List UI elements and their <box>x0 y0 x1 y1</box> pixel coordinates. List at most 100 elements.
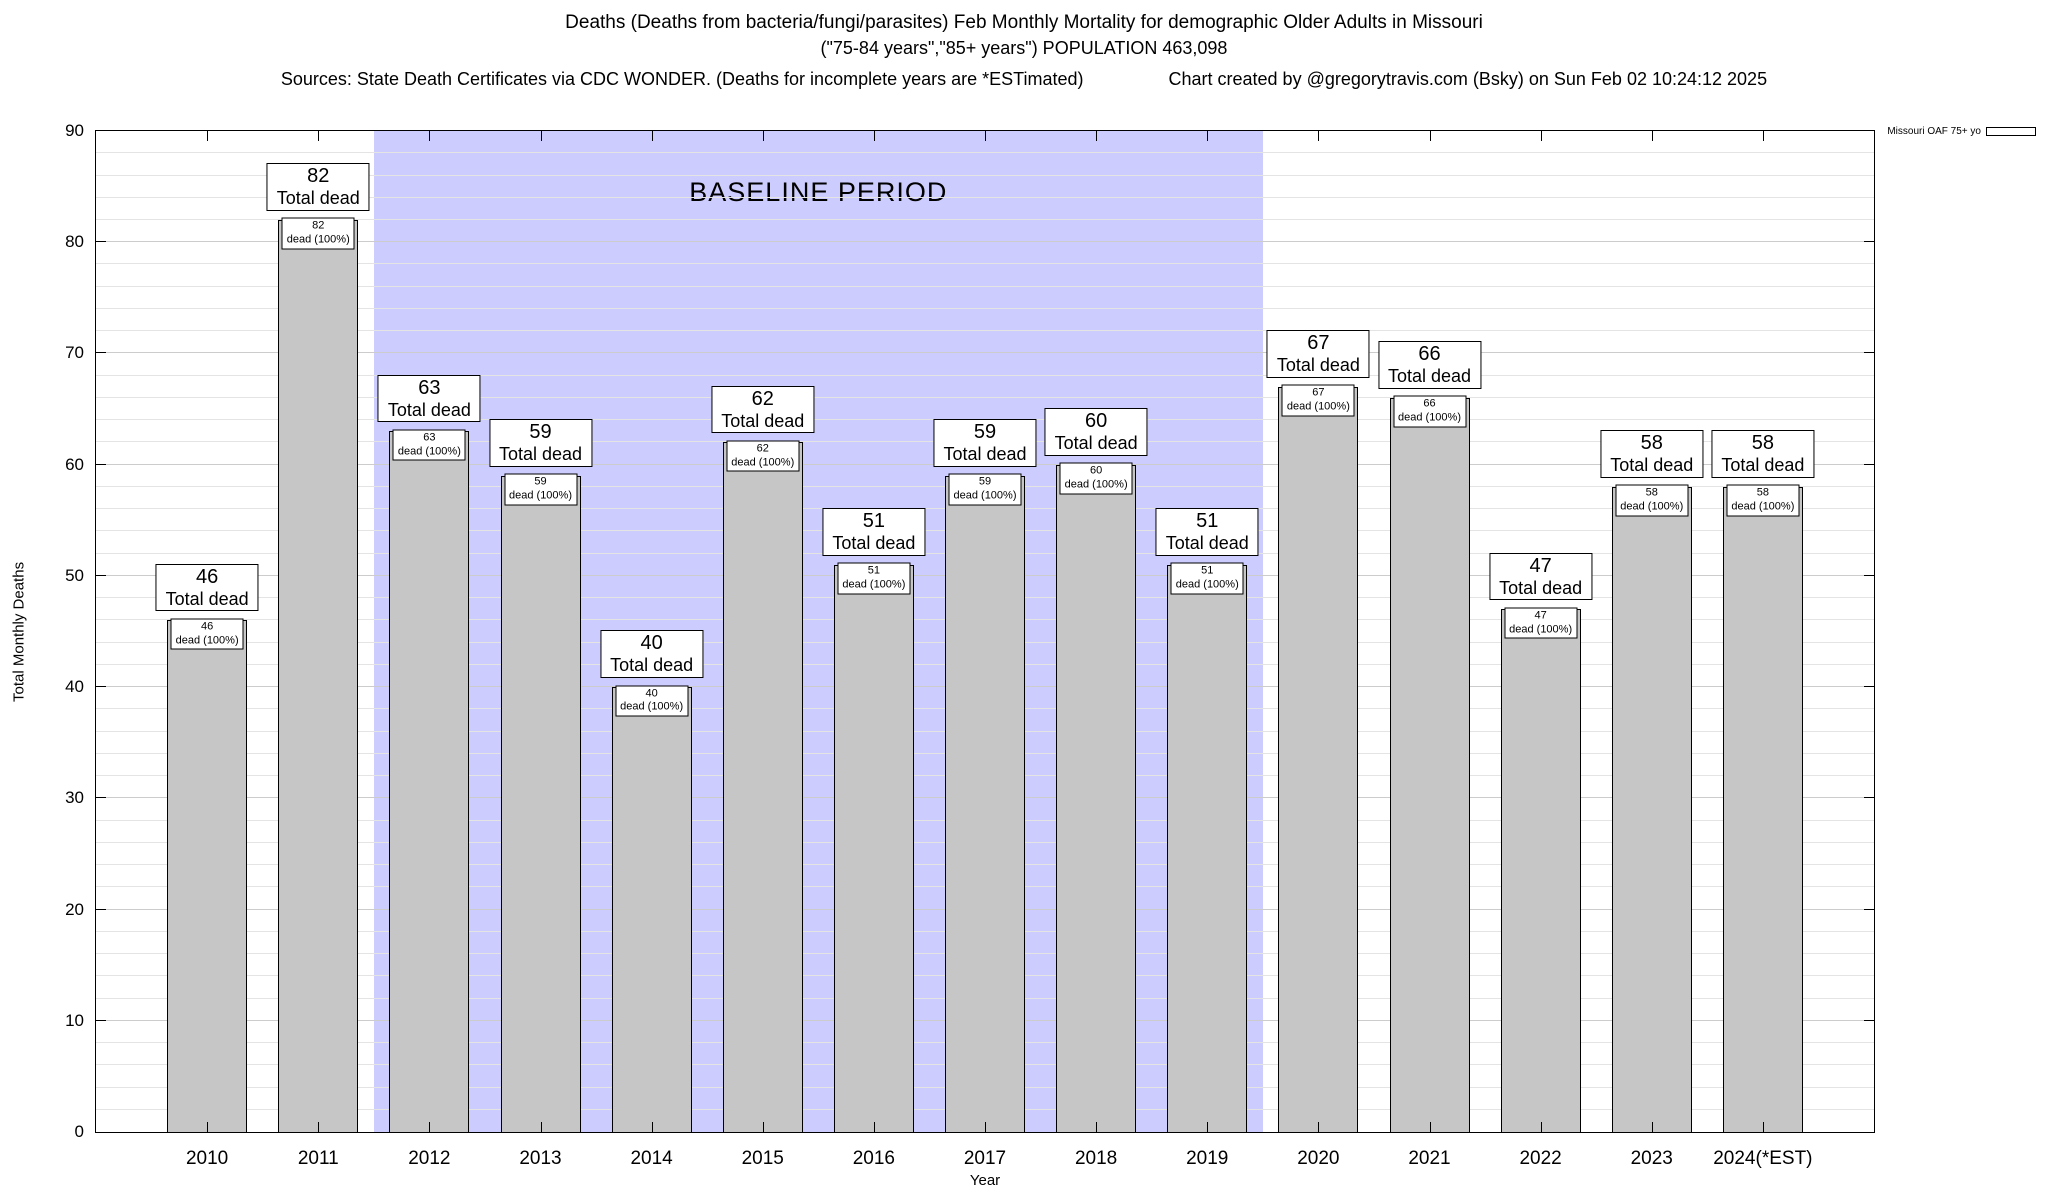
x-tick-label: 2010 <box>185 1148 229 1169</box>
x-tick-mark <box>429 1122 431 1132</box>
bar-total-value: 51 <box>1196 510 1219 533</box>
bar-group-2023: 58 dead (100%) 58 Total dead <box>1600 131 1704 1132</box>
bar-total-caption: Total dead <box>610 655 694 676</box>
x-tick-label: 2024(*EST) <box>1713 1148 1813 1169</box>
bar-group-2017: 59 dead (100%) 59 Total dead <box>933 131 1037 1132</box>
y-tick-label: 50 <box>65 565 84 585</box>
bar-value: 51 <box>1201 564 1214 577</box>
y-tick-mark <box>1864 463 1874 465</box>
bar-value-callout: 63 dead (100%) <box>392 429 466 461</box>
x-tick-mark <box>1429 131 1431 141</box>
x-tick-mark <box>1540 1122 1542 1132</box>
bar-total-label: 67 Total dead <box>1266 330 1370 378</box>
y-tick-mark <box>1864 686 1874 688</box>
x-tick-label: 2023 <box>1630 1148 1673 1169</box>
x-tick-mark <box>1096 131 1098 141</box>
bar-total-label: 62 Total dead <box>711 385 815 434</box>
x-tick-mark <box>985 131 986 141</box>
y-tick-mark <box>96 463 106 465</box>
chart-credit: Chart created by @gregorytravis.com (Bsk… <box>1168 69 1768 89</box>
x-tick-label: 2018 <box>1074 1148 1118 1169</box>
chart-sources: Sources: State Death Certificates via CD… <box>280 69 1084 89</box>
bar-value: 59 <box>534 475 547 488</box>
bar <box>1389 397 1470 1132</box>
bar-total-caption: Total dead <box>498 444 583 465</box>
bar-value-callout: 51 dead (100%) <box>837 562 911 595</box>
x-tick-mark <box>1762 131 1764 141</box>
bar-total-label: 82 Total dead <box>266 163 370 211</box>
bar-group-2015: 62 dead (100%) 62 Total dead <box>711 131 815 1132</box>
bar-total-value: 62 <box>751 387 774 410</box>
bar-group-2019: 51 dead (100%) 51 Total dead <box>1155 131 1259 1132</box>
gridline <box>96 218 1874 220</box>
bar-value-callout: 60 dead (100%) <box>1059 462 1133 495</box>
y-tick-label: 60 <box>65 454 84 474</box>
y-tick-mark <box>1864 574 1874 576</box>
bar-total-label: 40 Total dead <box>600 630 704 679</box>
x-tick-label: 2011 <box>297 1148 339 1169</box>
y-tick-mark <box>96 797 106 799</box>
y-tick-mark <box>1864 908 1874 910</box>
x-tick-mark <box>318 1122 320 1132</box>
bar-value: 66 <box>1423 397 1436 410</box>
bar-total-label: 46 Total dead <box>155 563 259 612</box>
bar-group-2012: 63 dead (100%) 63 Total dead <box>377 131 481 1132</box>
gridline <box>96 152 1874 154</box>
bar-value-caption: dead (100%) <box>1286 400 1350 413</box>
y-tick-label: 20 <box>65 899 84 919</box>
bar <box>833 564 914 1132</box>
bar-value-caption: dead (100%) <box>1398 411 1461 424</box>
bar-value-callout: 59 dead (100%) <box>948 473 1022 506</box>
bar-value-callout: 59 dead (100%) <box>504 473 577 506</box>
bar-value-caption: dead (100%) <box>731 456 795 469</box>
bar-value-caption: dead (100%) <box>1731 500 1795 513</box>
bar-value: 60 <box>1090 464 1103 477</box>
bar <box>1167 564 1248 1132</box>
x-tick-mark <box>1762 1122 1764 1132</box>
bar-total-value: 51 <box>862 510 885 533</box>
bar-total-value: 59 <box>973 421 997 444</box>
bar-group-2021: 66 dead (100%) 66 Total dead <box>1377 131 1482 1132</box>
bar-value: 59 <box>978 475 992 488</box>
x-tick-label: 2019 <box>1186 1148 1229 1169</box>
x-tick-mark <box>762 131 764 141</box>
x-tick-mark <box>1318 131 1320 141</box>
bar-total-label: 47 Total dead <box>1489 552 1593 601</box>
x-tick-label: 2013 <box>519 1148 562 1169</box>
gridline <box>96 352 1874 354</box>
legend-label: Missouri OAF 75+ yo <box>1887 126 1981 137</box>
bar-value-caption: dead (100%) <box>1620 500 1684 513</box>
bar-value-callout: 66 dead (100%) <box>1393 395 1466 428</box>
bar-value-caption: dead (100%) <box>842 578 906 591</box>
gridline <box>96 263 1874 265</box>
gridline <box>96 330 1874 332</box>
plot-area: BASELINE PERIOD 0 10 20 30 40 50 60 70 80 90 2010 46… <box>65 121 1875 1169</box>
bar-value: 63 <box>423 431 436 444</box>
bar-total-caption: Total dead <box>1054 432 1138 453</box>
bar-total-caption: Total dead <box>1276 355 1360 376</box>
bar-value-caption: dead (100%) <box>620 700 684 713</box>
bar-total-label: 59 Total dead <box>933 419 1037 467</box>
gridline <box>96 396 1874 398</box>
bar-total-caption: Total dead <box>1721 455 1805 476</box>
y-tick-mark <box>96 908 106 910</box>
x-tick-mark <box>1318 1122 1320 1132</box>
y-tick-mark <box>96 241 106 243</box>
bar-total-value: 82 <box>307 165 330 188</box>
bar <box>389 431 470 1132</box>
bar-total-caption: Total dead <box>1610 455 1694 476</box>
bar-value: 51 <box>867 564 880 577</box>
bar-value-callout: 51 dead (100%) <box>1170 562 1244 595</box>
x-tick-mark <box>429 131 431 141</box>
chart-header: Deaths (Deaths from bacteria/fungi/paras… <box>0 12 2048 90</box>
y-tick-mark <box>1864 241 1874 243</box>
x-tick-mark <box>1429 1122 1431 1132</box>
bar-total-value: 63 <box>418 376 441 399</box>
bar <box>722 442 803 1132</box>
bar-value-callout: 82 dead (100%) <box>281 217 355 250</box>
bar-total-value: 60 <box>1084 409 1108 432</box>
y-tick-label: 90 <box>65 121 84 140</box>
chart-subtitle: ("75-84 years","85+ years") POPULATION 4… <box>820 38 1228 58</box>
gridline <box>96 374 1874 376</box>
